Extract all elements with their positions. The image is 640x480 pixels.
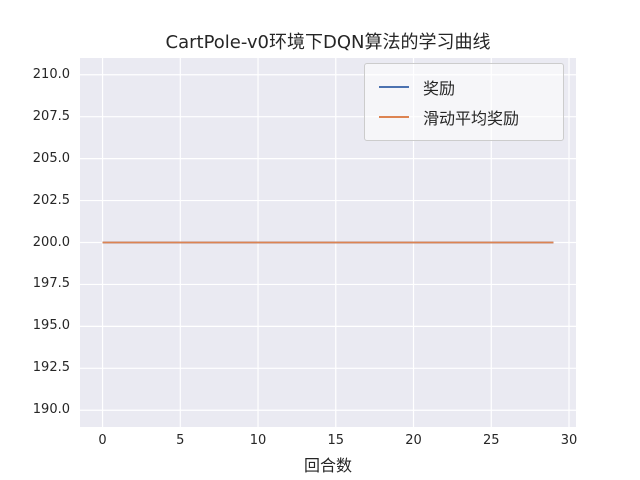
- y-tick-label: 190.0: [32, 402, 70, 418]
- x-tick-label: 15: [327, 433, 345, 448]
- x-tick-label: 0: [98, 433, 107, 448]
- y-tick-label: 192.5: [32, 360, 70, 376]
- y-tick-label: 205.0: [32, 150, 70, 166]
- legend-label-moving-average-reward: 滑动平均奖励: [423, 109, 520, 128]
- legend-label-reward: 奖励: [423, 79, 456, 98]
- y-tick-label: 202.5: [32, 192, 70, 208]
- legend-entry-moving-average-reward: 滑动平均奖励: [365, 102, 563, 132]
- x-tick-label: 10: [249, 433, 267, 448]
- legend-entry-reward: 奖励: [365, 72, 563, 102]
- reward-line-swatch: [379, 86, 409, 88]
- x-tick-label: 30: [560, 433, 578, 448]
- y-tick-label: 195.0: [32, 318, 70, 334]
- x-tick-label: 25: [482, 433, 500, 448]
- y-tick-label: 200.0: [32, 234, 70, 250]
- chart-title: CartPole-v0环境下DQN算法的学习曲线: [165, 32, 491, 53]
- moving-average-reward-line-swatch: [379, 116, 409, 118]
- legend: 奖励 滑动平均奖励: [364, 63, 564, 141]
- x-axis-label: 回合数: [303, 456, 352, 475]
- x-tick-label: 20: [405, 433, 422, 448]
- y-tick-label: 210.0: [32, 66, 70, 82]
- y-tick-label: 207.5: [32, 108, 70, 124]
- y-tick-label: 197.5: [32, 276, 70, 292]
- x-tick-label: 5: [176, 433, 185, 448]
